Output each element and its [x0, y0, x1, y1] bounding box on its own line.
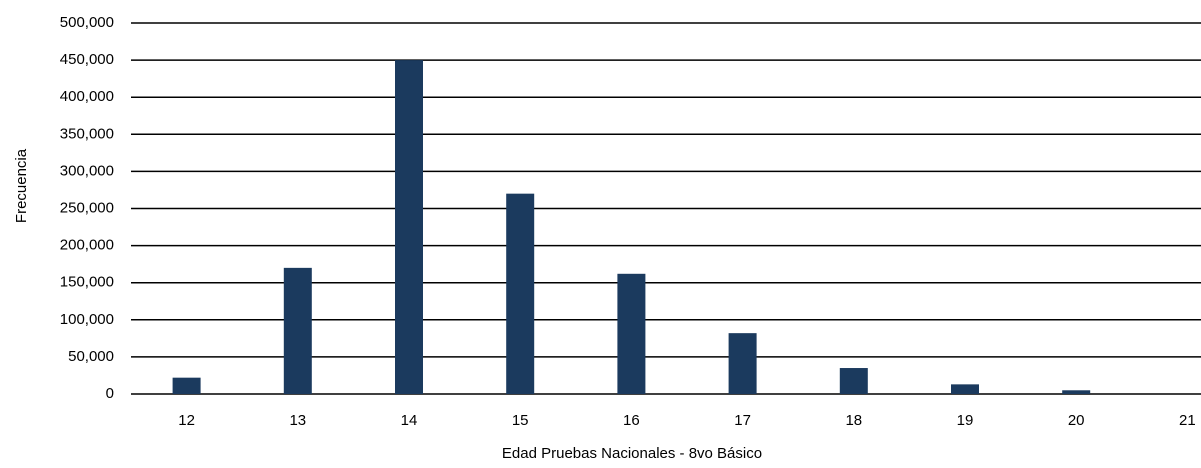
x-tick-label: 21	[1179, 412, 1196, 429]
x-tick-label: 16	[623, 412, 640, 429]
y-tick-label: 250,000	[60, 199, 114, 216]
y-tick-label: 150,000	[60, 274, 114, 291]
y-tick-label: 350,000	[60, 125, 114, 142]
y-tick-label: 400,000	[60, 88, 114, 105]
x-tick-label: 20	[1068, 412, 1085, 429]
y-tick-label: 100,000	[60, 311, 114, 328]
bar	[506, 193, 535, 394]
bar	[1062, 390, 1091, 394]
x-tick-label: 12	[178, 412, 195, 429]
y-tick-label: 50,000	[68, 348, 114, 365]
y-tick-label: 500,000	[60, 14, 114, 31]
y-tick-label: 200,000	[60, 237, 114, 254]
x-tick-label: 15	[512, 412, 529, 429]
x-tick-label: 13	[289, 412, 306, 429]
bar	[617, 273, 646, 394]
x-tick-label: 17	[734, 412, 751, 429]
bar	[839, 368, 868, 394]
x-tick-label: 14	[401, 412, 418, 429]
bar	[728, 333, 757, 394]
x-axis-label: Edad Pruebas Nacionales - 8vo Básico	[502, 445, 762, 462]
y-tick-label: 0	[106, 385, 114, 402]
bar	[172, 377, 201, 394]
y-tick-label: 450,000	[60, 51, 114, 68]
x-tick-label: 18	[845, 412, 862, 429]
bar	[283, 267, 312, 394]
bar	[951, 384, 979, 394]
y-tick-label: 300,000	[60, 162, 114, 179]
x-tick-label: 19	[957, 412, 974, 429]
y-axis-label: Frecuencia	[13, 148, 30, 223]
bar	[395, 60, 423, 394]
